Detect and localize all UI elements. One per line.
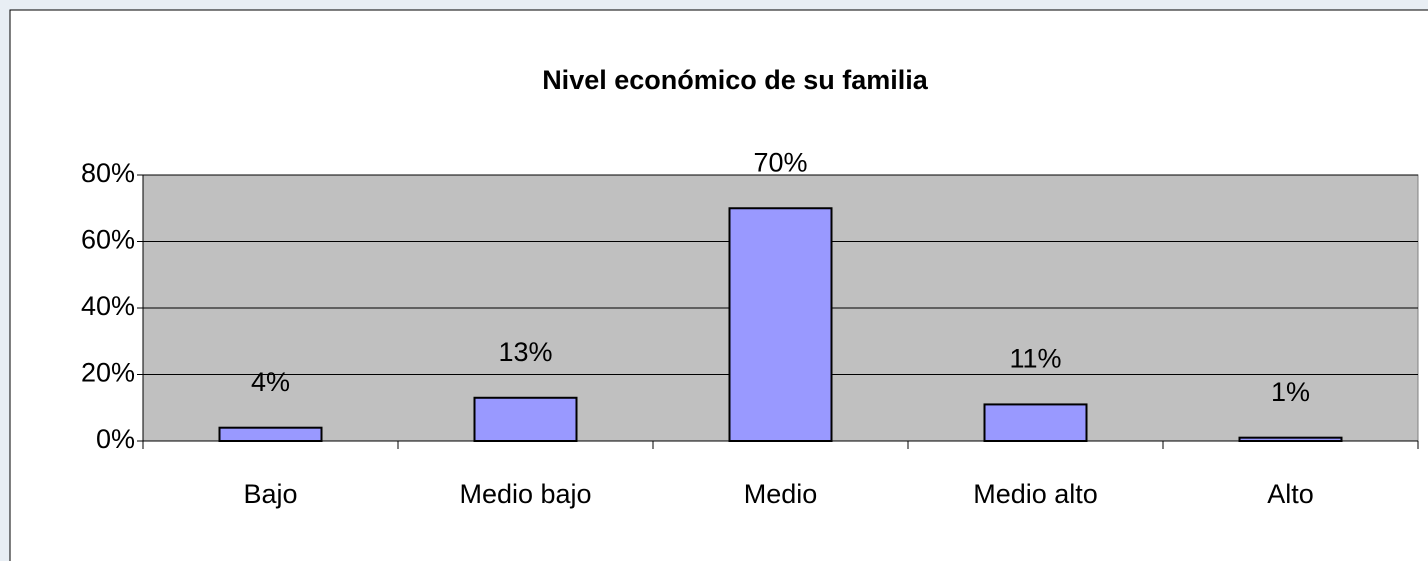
x-tick-label: Bajo xyxy=(243,479,297,509)
data-label: 11% xyxy=(1009,344,1061,374)
data-label: 4% xyxy=(251,367,290,397)
data-label: 1% xyxy=(1271,377,1310,407)
data-label: 13% xyxy=(498,337,552,367)
x-tick-label: Medio alto xyxy=(973,479,1098,509)
chart-title: Nivel económico de su familia xyxy=(542,65,929,95)
data-label: 70% xyxy=(753,147,807,177)
y-tick-label: 80% xyxy=(81,158,135,188)
y-tick-label: 60% xyxy=(81,225,135,255)
x-tick-label: Medio bajo xyxy=(459,479,591,509)
bar xyxy=(218,426,323,443)
bar xyxy=(983,403,1088,442)
x-tick-label: Alto xyxy=(1267,479,1314,509)
bar xyxy=(1238,436,1343,442)
bar xyxy=(728,207,833,442)
bar xyxy=(473,396,578,442)
y-tick-label: 40% xyxy=(81,291,135,321)
x-tick-label: Medio xyxy=(744,479,818,509)
y-tick-label: 0% xyxy=(96,424,135,454)
y-tick-label: 20% xyxy=(81,358,135,388)
